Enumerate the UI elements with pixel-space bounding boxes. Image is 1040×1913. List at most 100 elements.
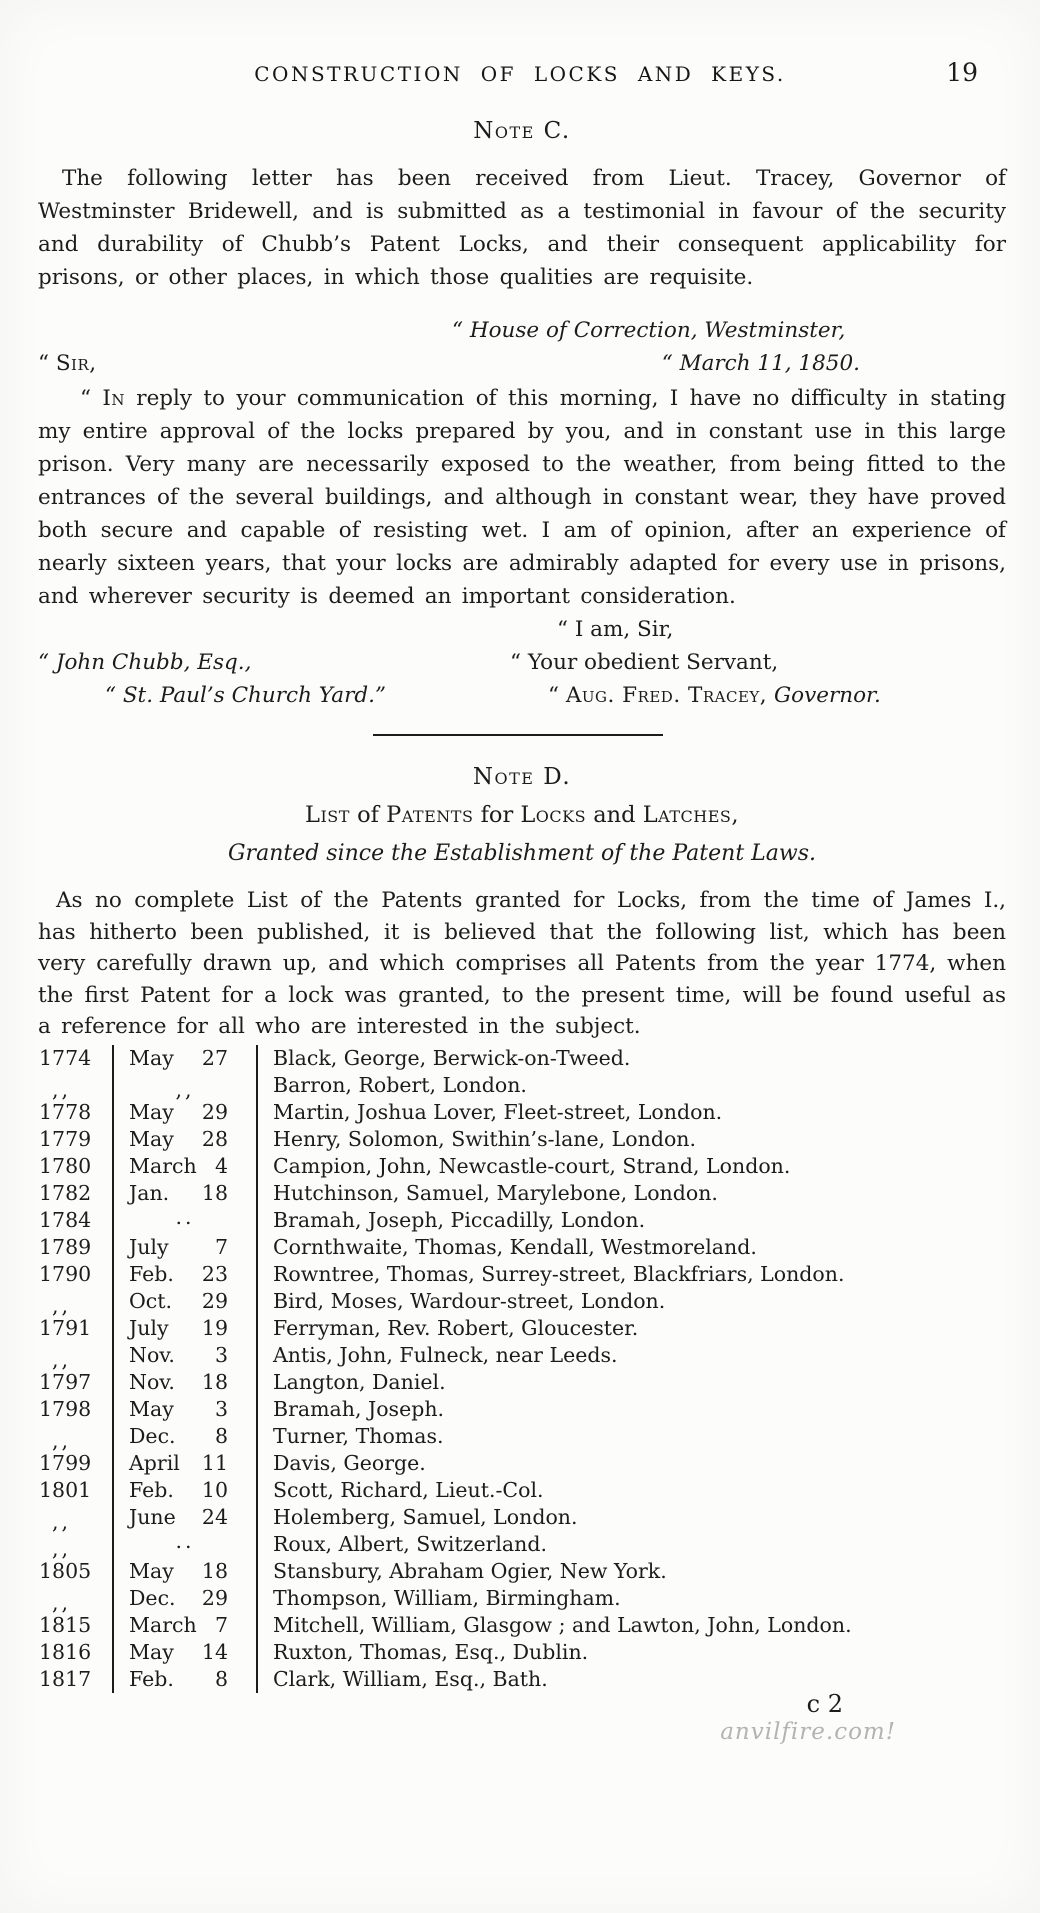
patent-year: 1784 xyxy=(38,1206,114,1234)
patent-row: ,, ,, Barron, Robert, London. xyxy=(38,1071,1006,1102)
patent-name: Langton, Daniel. xyxy=(273,1369,446,1394)
patent-row: 1797 Nov. 18 Langton, Daniel. xyxy=(38,1368,1006,1396)
watermark-text: anvilfire.com! xyxy=(720,1718,896,1745)
patent-year: 1789 xyxy=(38,1233,114,1261)
patent-name: Rowntree, Thomas, Surrey-street, Blackfr… xyxy=(273,1261,845,1286)
patent-row: ,, Dec. 29 Thompson, William, Birmingham… xyxy=(38,1584,1006,1615)
note-c-heading: Note C. xyxy=(473,118,571,144)
patent-year: ,, xyxy=(38,1071,114,1102)
patent-year: 1816 xyxy=(38,1638,114,1666)
patent-name: Clark, William, Esq., Bath. xyxy=(273,1666,548,1691)
letter-addressee-name: “ John Chubb, Esq., xyxy=(38,650,252,675)
patent-month: Feb. xyxy=(129,1666,174,1691)
patent-day: 19 xyxy=(201,1315,228,1340)
note-d-intro-paragraph: As no complete List of the Patents grant… xyxy=(38,888,1006,1039)
patent-date: May 14 xyxy=(114,1638,258,1666)
patent-row: 1799 April 11 Davis, George. xyxy=(38,1449,1006,1477)
patent-year: 1798 xyxy=(38,1395,114,1423)
patent-month: May xyxy=(129,1558,174,1583)
patent-month: March xyxy=(129,1153,197,1178)
patent-month: Nov. xyxy=(129,1369,175,1394)
patent-name: Roux, Albert, Switzerland. xyxy=(273,1531,547,1556)
page-number: 19 xyxy=(946,58,978,87)
page-header: CONSTRUCTION OF LOCKS AND KEYS. 19 xyxy=(0,0,1040,87)
patent-year: 1778 xyxy=(38,1098,114,1126)
patent-date: March 7 xyxy=(114,1611,258,1639)
patent-month: April xyxy=(129,1450,180,1475)
letter-body-paragraph: “ In reply to your communication of this… xyxy=(38,386,1006,609)
patent-date: Dec. 29 xyxy=(114,1584,258,1612)
patent-month: May xyxy=(129,1045,174,1070)
patent-year: ,, xyxy=(38,1530,114,1561)
patent-row: 1817 Feb. 8 Clark, William, Esq., Bath. xyxy=(38,1665,1006,1693)
note-d-heading: Note D. xyxy=(472,764,572,790)
note-d-subtitle: Granted since the Establishment of the P… xyxy=(227,841,816,866)
patent-day: 11 xyxy=(201,1450,228,1475)
patent-name: Bird, Moses, Wardour-street, London. xyxy=(273,1288,666,1313)
patent-month: ,, xyxy=(175,1077,195,1102)
patent-year: 1782 xyxy=(38,1179,114,1207)
patent-day: 28 xyxy=(201,1126,228,1151)
patent-name: Henry, Solomon, Swithin’s-lane, London. xyxy=(273,1126,697,1151)
patent-row: ,, Nov. 3 Antis, John, Fulneck, near Lee… xyxy=(38,1341,1006,1372)
patent-row: 1790 Feb. 23 Rowntree, Thomas, Surrey-st… xyxy=(38,1260,1006,1288)
running-head: CONSTRUCTION OF LOCKS AND KEYS. xyxy=(254,62,786,86)
patent-date: Feb. 8 xyxy=(114,1665,258,1693)
letter-salutation-row: “ Sir, “ March 11, 1850. xyxy=(38,347,1006,380)
letter-servant-line: “ Your obedient Servant, xyxy=(510,650,779,675)
letter-valediction: “ I am, Sir, xyxy=(557,617,674,642)
patent-name: Scott, Richard, Lieut.-Col. xyxy=(273,1477,544,1502)
letter-date-line: “ March 11, 1850. xyxy=(661,351,860,376)
patent-name: Mitchell, William, Glasgow ; and Lawton,… xyxy=(273,1612,852,1637)
patent-month: Dec. xyxy=(129,1423,176,1448)
patent-date: May 29 xyxy=(114,1098,258,1126)
patent-row: 1782 Jan. 18 Hutchinson, Samuel, Maryleb… xyxy=(38,1179,1006,1207)
patent-month: .. xyxy=(175,1528,195,1553)
patent-row: 1784 .. Bramah, Joseph, Piccadilly, Lond… xyxy=(38,1204,1006,1234)
patent-row: 1816 May 14 Ruxton, Thomas, Esq., Dublin… xyxy=(38,1638,1006,1666)
patent-year: ,, xyxy=(38,1341,114,1372)
patent-month: .. xyxy=(175,1204,195,1229)
patent-year: 1774 xyxy=(38,1044,114,1072)
letter-signoff-row-2: “ St. Paul’s Church Yard.” “ Aug. Fred. … xyxy=(38,679,1006,712)
patent-day: 7 xyxy=(214,1612,228,1637)
letter-place-line: “ House of Correction, Westminster, xyxy=(452,318,846,343)
patent-name: Thompson, William, Birmingham. xyxy=(273,1585,621,1610)
patent-year: ,, xyxy=(38,1584,114,1615)
patent-date: ,, xyxy=(114,1071,258,1102)
patent-date: Nov. 3 xyxy=(114,1341,258,1369)
patent-month: Nov. xyxy=(129,1342,175,1367)
patent-month: July xyxy=(129,1315,169,1340)
patent-year: 1779 xyxy=(38,1125,114,1153)
patent-date: Feb. 10 xyxy=(114,1476,258,1504)
patent-day: 29 xyxy=(201,1288,228,1313)
patent-month: Jan. xyxy=(129,1180,170,1205)
patent-row: 1798 May 3 Bramah, Joseph. xyxy=(38,1395,1006,1423)
patent-date: April 11 xyxy=(114,1449,258,1477)
patent-name: Ruxton, Thomas, Esq., Dublin. xyxy=(273,1639,589,1664)
patent-date: June 24 xyxy=(114,1503,258,1531)
patent-row: ,, Dec. 8 Turner, Thomas. xyxy=(38,1422,1006,1453)
patent-row: 1780 March 4 Campion, John, Newcastle-co… xyxy=(38,1152,1006,1180)
patent-name: Campion, John, Newcastle-court, Strand, … xyxy=(273,1153,791,1178)
patent-date: Feb. 23 xyxy=(114,1260,258,1288)
letter-signoff-row-1: “ John Chubb, Esq., “ Your obedient Serv… xyxy=(38,646,1006,679)
patent-date: .. xyxy=(114,1528,258,1558)
patent-year: 1790 xyxy=(38,1260,114,1288)
patent-year: 1797 xyxy=(38,1368,114,1396)
patent-month: Feb. xyxy=(129,1261,174,1286)
patent-day: 7 xyxy=(214,1234,228,1259)
patent-day: 3 xyxy=(214,1396,228,1421)
patent-name: Davis, George. xyxy=(273,1450,426,1475)
patent-name: Stansbury, Abraham Ogier, New York. xyxy=(273,1558,667,1583)
patent-name: Ferryman, Rev. Robert, Gloucester. xyxy=(273,1315,639,1340)
patent-year: ,, xyxy=(38,1287,114,1318)
patent-row: 1779 May 28 Henry, Solomon, Swithin’s-la… xyxy=(38,1125,1006,1153)
patent-name: Antis, John, Fulneck, near Leeds. xyxy=(273,1342,618,1367)
patent-day: 23 xyxy=(201,1261,228,1286)
patent-day: 24 xyxy=(201,1504,228,1529)
patent-name: Turner, Thomas. xyxy=(273,1423,444,1448)
patent-date: Oct. 29 xyxy=(114,1287,258,1315)
patent-date: Nov. 18 xyxy=(114,1368,258,1396)
patent-name: Barron, Robert, London. xyxy=(273,1072,527,1097)
